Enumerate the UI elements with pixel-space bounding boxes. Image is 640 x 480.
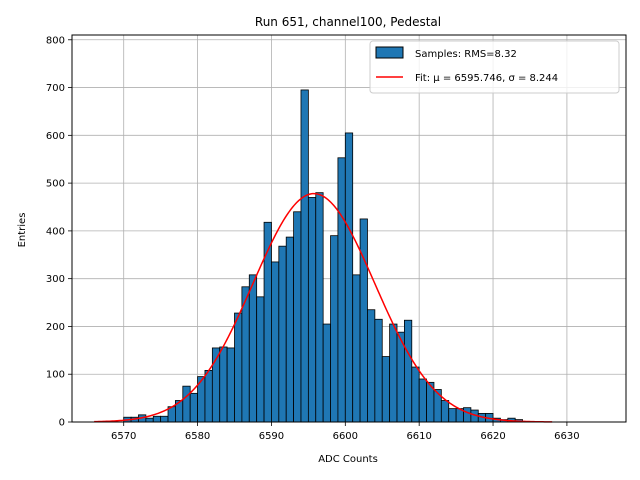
histogram-bar xyxy=(145,417,154,423)
y-tick-label: 700 xyxy=(46,83,65,94)
histogram-bar xyxy=(160,415,169,423)
histogram-bar xyxy=(300,89,309,423)
histogram-bar xyxy=(359,218,368,423)
x-tick-label: 6610 xyxy=(406,431,431,442)
y-tick-label: 0 xyxy=(59,418,65,429)
histogram-bar xyxy=(433,389,442,423)
x-axis-label: ADC Counts xyxy=(318,454,378,465)
y-tick-label: 600 xyxy=(46,131,65,142)
histogram-bar xyxy=(189,392,198,423)
x-tick-label: 6620 xyxy=(480,431,505,442)
histogram-bar xyxy=(337,157,346,423)
histogram-bar xyxy=(448,408,457,423)
legend: Samples: RMS=8.32 Fit: μ = 6595.746, σ =… xyxy=(369,40,620,94)
histogram-bar xyxy=(463,407,472,423)
histogram-bar xyxy=(204,369,213,423)
histogram-bar xyxy=(411,366,420,423)
histogram-bar xyxy=(182,385,191,423)
x-tick-label: 6600 xyxy=(333,431,358,442)
y-tick-label: 400 xyxy=(46,226,65,237)
histogram-bar xyxy=(278,245,287,423)
histogram-bar xyxy=(367,309,376,423)
histogram-bar xyxy=(330,235,339,423)
histogram-bar xyxy=(322,323,331,423)
y-axis-label: Entries xyxy=(17,213,28,248)
histogram-bar xyxy=(440,400,450,423)
y-tick-label: 200 xyxy=(46,322,65,333)
histogram-bar xyxy=(293,211,302,423)
histogram-bar xyxy=(352,274,361,423)
x-axis-ticks: 6570 6580 6590 6600 6610 6620 6630 xyxy=(111,422,580,442)
histogram-bar xyxy=(389,323,398,423)
histogram-bar xyxy=(418,378,427,423)
x-tick-label: 6580 xyxy=(185,431,210,442)
histogram-bar xyxy=(381,356,391,423)
histogram-bar xyxy=(248,274,258,423)
histogram-bar xyxy=(315,192,324,423)
x-tick-label: 6570 xyxy=(111,431,136,442)
legend-label-samples: Samples: RMS=8.32 xyxy=(415,49,517,60)
histogram-bar xyxy=(256,296,265,423)
legend-label-fit: Fit: μ = 6595.746, σ = 8.244 xyxy=(415,73,558,84)
plot-frame xyxy=(71,34,627,423)
histogram-bar xyxy=(219,346,228,423)
histogram-bar xyxy=(344,132,354,423)
y-tick-label: 500 xyxy=(46,179,65,190)
chart-title: Run 651, channel100, Pedestal xyxy=(255,15,441,29)
histogram-bar xyxy=(271,261,280,423)
histogram-bar xyxy=(307,197,317,423)
histogram-bar xyxy=(374,318,383,423)
histogram-bar xyxy=(226,347,235,423)
histogram-bar xyxy=(234,312,243,423)
x-tick-label: 6630 xyxy=(554,431,579,442)
histogram-bar xyxy=(152,415,162,423)
y-axis-ticks: 0 100 200 300 400 500 600 700 800 xyxy=(46,35,72,429)
y-tick-label: 800 xyxy=(46,35,65,46)
legend-box xyxy=(369,40,620,94)
gaussian-fit-curve xyxy=(94,192,553,423)
x-tick-label: 6590 xyxy=(259,431,284,442)
y-tick-label: 100 xyxy=(46,370,65,381)
legend-bar-swatch xyxy=(375,46,404,59)
histogram-bars xyxy=(123,89,523,423)
histogram-bar xyxy=(403,319,413,423)
histogram-bar xyxy=(285,236,295,423)
y-tick-label: 300 xyxy=(46,274,65,285)
